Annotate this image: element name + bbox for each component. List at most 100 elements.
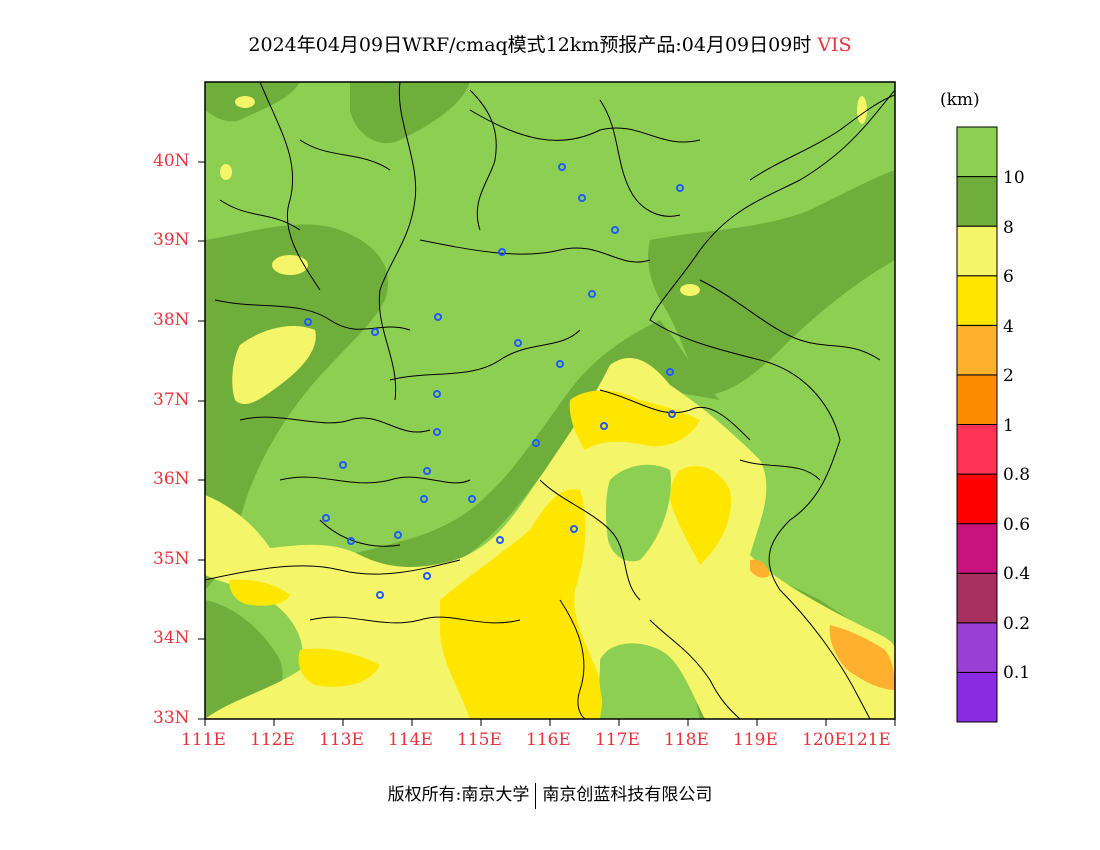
station-marker xyxy=(514,339,522,347)
colorbar-swatch xyxy=(956,176,998,227)
colorbar-label: 6 xyxy=(1003,267,1014,287)
station-marker xyxy=(304,318,312,326)
vis-region-8-10-north xyxy=(350,82,470,144)
colorbar xyxy=(956,126,998,723)
station-marker xyxy=(676,184,684,192)
colorbar-label: 8 xyxy=(1003,218,1014,238)
y-tick-label: 34N xyxy=(153,628,190,648)
map-plot-area xyxy=(205,82,895,719)
station-marker xyxy=(434,313,442,321)
colorbar-label: 0.1 xyxy=(1003,663,1031,683)
station-marker xyxy=(433,428,441,436)
title-main: 2024年04月09日WRF/cmaq模式12km预报产品:04月09日09时 xyxy=(248,34,812,56)
vis-region-2-4-small xyxy=(750,559,770,578)
y-tick-label: 39N xyxy=(153,230,190,250)
station-marker xyxy=(668,410,676,418)
vis-region-island-2 xyxy=(599,668,655,719)
station-marker xyxy=(496,536,504,544)
y-tick-label: 36N xyxy=(153,469,190,489)
station-marker xyxy=(420,495,428,503)
coastline xyxy=(649,89,895,719)
station-marker xyxy=(423,572,431,580)
station-marker xyxy=(666,368,674,376)
vis-patch-1 xyxy=(272,255,308,275)
colorbar-label: 4 xyxy=(1003,317,1014,337)
y-tick-label: 33N xyxy=(153,708,190,728)
vis-patch-3 xyxy=(857,96,867,124)
footer-copyright: 版权所有:南京大学 南京创蓝科技有限公司 xyxy=(0,780,1100,809)
station-marker xyxy=(570,525,578,533)
vis-region-4-6-center xyxy=(569,390,700,450)
vis-region-8-10-west xyxy=(205,224,388,590)
y-tick-label: 38N xyxy=(153,310,190,330)
station-marker xyxy=(578,194,586,202)
title-variable: VIS xyxy=(817,34,852,56)
station-marker xyxy=(433,390,441,398)
vis-region-4-6-west xyxy=(229,579,290,606)
station-marker xyxy=(339,461,347,469)
colorbar-swatch xyxy=(956,622,998,673)
colorbar-label: 1 xyxy=(1003,416,1014,436)
vis-patch-5 xyxy=(235,96,255,108)
colorbar-swatch xyxy=(956,374,998,425)
station-marker xyxy=(556,360,564,368)
station-marker xyxy=(558,163,566,171)
vis-region-4-6-south xyxy=(440,489,603,719)
vis-region-6-8-west-strip xyxy=(232,325,316,405)
y-tick-label: 35N xyxy=(153,549,190,569)
station-marker xyxy=(611,226,619,234)
colorbar-swatch xyxy=(956,324,998,376)
colorbar-label: 0.4 xyxy=(1003,564,1031,584)
vis-patch-4 xyxy=(220,164,232,180)
colorbar-label: 10 xyxy=(1003,168,1025,188)
station-marker xyxy=(376,591,384,599)
x-tick-label: 116E xyxy=(526,730,571,750)
x-tick-label: 115E xyxy=(457,730,502,750)
colorbar-unit: (km) xyxy=(940,90,980,110)
x-tick-label: 120E xyxy=(802,730,847,750)
x-tick-label: 117E xyxy=(595,730,640,750)
station-marker xyxy=(394,531,402,539)
vis-region-4-6-sw xyxy=(298,648,380,687)
chart-title: 2024年04月09日WRF/cmaq模式12km预报产品:04月09日09时 V… xyxy=(0,30,1100,57)
vis-patch-2 xyxy=(680,284,700,296)
station-marker xyxy=(468,495,476,503)
colorbar-label: 0.6 xyxy=(1003,515,1031,535)
station-markers xyxy=(304,163,684,599)
colorbar-label: 2 xyxy=(1003,366,1014,386)
station-marker xyxy=(423,467,431,475)
colorbar-swatch xyxy=(956,275,998,326)
x-tick-label: 114E xyxy=(388,730,433,750)
colorbar-swatch xyxy=(956,424,998,475)
vis-region-2-4 xyxy=(829,625,895,690)
y-tick-label: 37N xyxy=(153,390,190,410)
x-tick-label: 119E xyxy=(733,730,778,750)
station-marker xyxy=(600,422,608,430)
y-tick-label: 40N xyxy=(153,151,190,171)
vis-region-island-1 xyxy=(605,464,671,562)
vis-region-8-10-east xyxy=(648,170,895,395)
colorbar-swatch xyxy=(956,126,998,178)
colorbar-swatch xyxy=(956,572,998,624)
station-marker xyxy=(532,439,540,447)
colorbar-label: 0.8 xyxy=(1003,465,1031,485)
footer-left: 版权所有:南京大学 xyxy=(387,785,530,805)
province-boundaries xyxy=(205,82,895,719)
colorbar-swatch xyxy=(956,671,998,723)
colorbar-label: 0.2 xyxy=(1003,614,1031,634)
colorbar-swatch xyxy=(956,473,998,525)
station-marker xyxy=(588,290,596,298)
vis-region-4-6-east xyxy=(670,466,731,565)
x-tick-label: 112E xyxy=(250,730,295,750)
x-tick-label: 121E xyxy=(846,730,891,750)
station-marker xyxy=(347,537,355,545)
colorbar-swatch xyxy=(956,225,998,277)
colorbar-swatch xyxy=(956,523,998,574)
footer-divider xyxy=(535,782,537,809)
tick-marks xyxy=(198,161,896,726)
station-marker xyxy=(371,328,379,336)
vis-region-8-10-southwest xyxy=(205,600,283,719)
x-tick-label: 113E xyxy=(319,730,364,750)
footer-right: 南京创蓝科技有限公司 xyxy=(542,785,713,805)
